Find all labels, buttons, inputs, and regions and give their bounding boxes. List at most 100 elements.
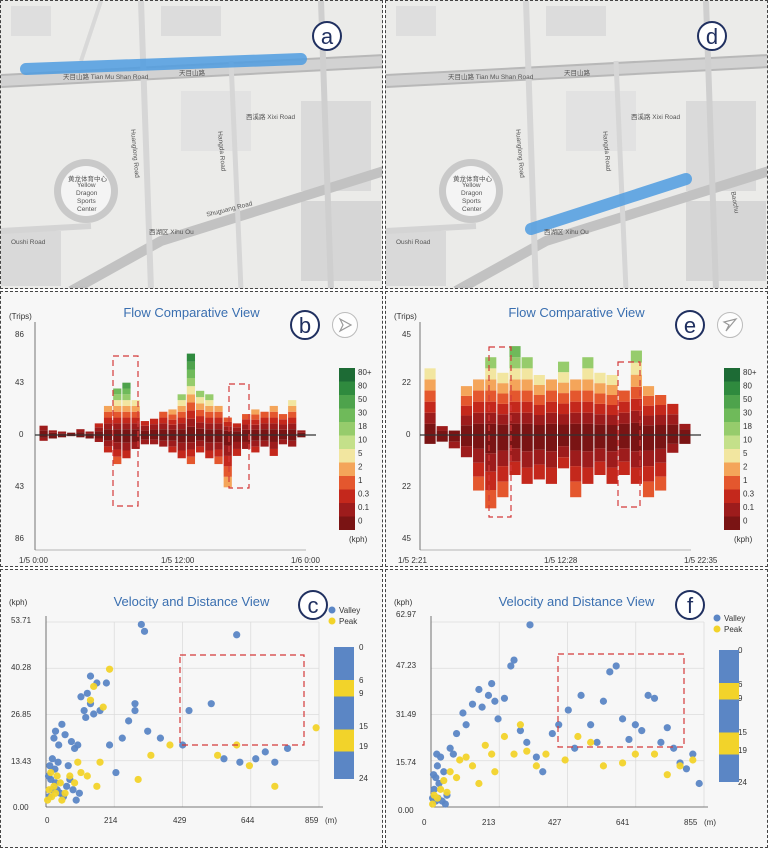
flow-bar-down-15	[606, 435, 618, 452]
flow-bar-up-13	[582, 357, 594, 369]
nav-arrow-button-e[interactable]	[717, 312, 743, 338]
flow-bar-up-1	[436, 430, 448, 435]
flow-bar-up-0	[424, 423, 436, 435]
colorbar-tick-c-5: 24	[359, 774, 368, 783]
flow-bar-down-18	[642, 435, 655, 451]
flow-bar-up-13	[582, 368, 594, 380]
map-label-xixi-d: 西溪路 Xixi Road	[631, 114, 681, 121]
valley-point-32	[577, 691, 585, 699]
peak-point-17	[516, 721, 525, 729]
legend-label-8: 1	[358, 476, 363, 485]
flow-bar-down-24	[260, 440, 269, 447]
flow-bar-down-18	[205, 450, 214, 459]
peak-point-9	[74, 758, 82, 766]
y-tick-f-3: 15.74	[396, 758, 417, 767]
legend-dot-valley	[328, 606, 336, 614]
legend-label-7: 2	[743, 463, 748, 472]
valley-point-8	[446, 744, 454, 752]
nav-arrow-button-b[interactable]	[332, 312, 358, 338]
flow-bar-down-12	[149, 439, 159, 445]
highlight-box-0	[112, 355, 139, 507]
flow-bar-up-19	[214, 411, 223, 418]
flow-bar-up-5	[485, 412, 497, 424]
valley-point-55	[82, 713, 90, 722]
flow-bar-up-9	[122, 382, 131, 389]
flow-bar-down-5	[85, 435, 94, 439]
flow-bar-up-16	[618, 423, 630, 435]
flow-bar-up-27	[288, 405, 297, 412]
valley-point-11	[74, 741, 82, 749]
map-panel-d[interactable]: 天目山路 Tian Mu Shan Road 天目山路 Huanglong Ro…	[385, 0, 768, 289]
flow-bar-down-16	[618, 461, 630, 475]
flow-bar-up-16	[186, 394, 196, 403]
x-tick-b-0: 1/5 0:00	[19, 556, 48, 565]
flow-bar-up-19	[655, 405, 667, 415]
peak-point-8	[456, 756, 464, 764]
peak-point-15	[90, 682, 98, 691]
colorbar-seg-2	[719, 699, 739, 733]
legend-label-6: 5	[743, 449, 748, 458]
flow-bar-down-20	[223, 466, 232, 477]
flow-bar-down-12	[570, 435, 582, 451]
flow-bar-up-14	[168, 429, 177, 435]
peak-point-13	[488, 750, 496, 758]
flow-bar-up-17	[630, 410, 642, 423]
colorbar-seg-3	[334, 729, 354, 752]
valley-point-36	[606, 668, 614, 676]
flow-bar-up-1	[48, 432, 57, 435]
flow-bar-up-3	[67, 432, 76, 435]
flow-bar-up-2	[57, 433, 67, 435]
map-label-venue-d-1: Yellow	[462, 182, 481, 189]
valley-point-34	[252, 755, 260, 763]
flow-bar-down-0	[39, 437, 48, 441]
flow-bar-up-9	[122, 417, 131, 424]
flow-bar-up-18	[205, 411, 214, 418]
flow-bar-up-7	[509, 357, 521, 369]
flow-bar-up-13	[159, 417, 168, 424]
peak-point-0	[428, 800, 437, 808]
flow-bar-up-15	[177, 417, 186, 424]
flow-bar-up-0	[424, 379, 436, 391]
flow-bar-down-19	[655, 476, 667, 491]
flow-bar-up-8	[521, 401, 533, 413]
legend-peak-f: Peak	[724, 625, 743, 634]
flow-bar-up-0	[424, 412, 436, 424]
valley-point-28	[548, 729, 556, 738]
flow-bar-down-9	[533, 435, 545, 450]
flow-bar-up-15	[177, 429, 186, 435]
flow-bar-up-23	[251, 419, 260, 425]
map-panel-a[interactable]: 天目山路 Tian Mu Shan Road 天目山路 Huanglong Ro…	[0, 0, 383, 289]
flow-bar-up-13	[159, 423, 168, 430]
peak-point-4	[440, 776, 448, 785]
legend-swatch-1	[339, 381, 355, 395]
legend-swatch-11	[724, 516, 740, 530]
legend-swatch-10	[724, 503, 740, 517]
valley-point-17	[488, 680, 496, 688]
valley-point-18	[491, 697, 499, 705]
legend-dot-peak	[713, 625, 721, 633]
legend-swatch-1	[724, 381, 740, 395]
flow-bar-up-24	[260, 429, 269, 435]
valley-point-49	[689, 750, 697, 758]
valley-point-2	[48, 755, 56, 763]
valley-point-23	[516, 727, 525, 735]
flow-bar-up-7	[509, 368, 521, 380]
y-tick-b-0: 86	[15, 330, 24, 339]
flow-bar-down-11	[558, 435, 570, 447]
flow-bar-up-0	[424, 401, 436, 413]
colorbar-tick-f-5: 24	[738, 778, 747, 787]
peak-point-4	[53, 772, 61, 780]
valley-point-20	[500, 694, 509, 702]
valley-point-35	[261, 748, 269, 756]
legend-swatch-4	[339, 422, 355, 436]
valley-point-6	[440, 768, 448, 776]
flow-bar-up-23	[251, 429, 260, 435]
valley-point-42	[644, 691, 652, 699]
flow-bar-up-10	[131, 429, 140, 435]
legend-swatch-6	[724, 449, 740, 463]
flow-bar-down-8	[113, 449, 122, 457]
flow-bar-up-19	[655, 395, 667, 405]
flow-bar-down-11	[558, 446, 570, 458]
valley-point-5	[55, 741, 63, 749]
flow-bar-up-12	[570, 379, 582, 391]
